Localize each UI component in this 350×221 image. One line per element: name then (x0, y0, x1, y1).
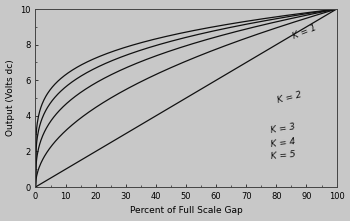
X-axis label: Percent of Full Scale Gap: Percent of Full Scale Gap (130, 206, 243, 215)
Text: K = 4: K = 4 (270, 137, 296, 149)
Text: K = 1: K = 1 (292, 23, 318, 41)
Text: K = 3: K = 3 (270, 122, 296, 135)
Text: K = 5: K = 5 (270, 149, 296, 161)
Text: K = 2: K = 2 (276, 91, 303, 105)
Y-axis label: Output (Volts dc): Output (Volts dc) (6, 60, 15, 136)
